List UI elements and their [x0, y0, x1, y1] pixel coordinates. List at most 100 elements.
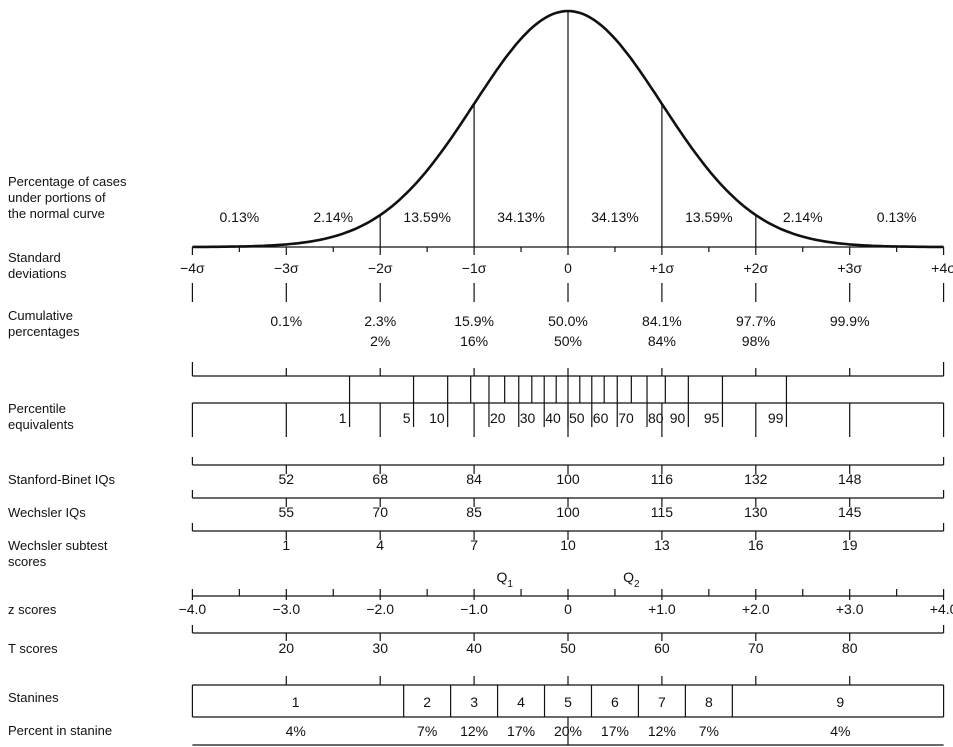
quartile-label: Q2 [623, 569, 640, 590]
percentile-label: 70 [618, 410, 634, 426]
stanine-percent: 4% [830, 723, 850, 739]
stanine-percent: 4% [286, 723, 306, 739]
area-percentage-label: 2.14% [783, 209, 823, 225]
cumulative-percentage-label: 15.9% [454, 313, 494, 329]
wechsler-subtest-label: 19 [842, 537, 858, 553]
z-score-label: −2.0 [366, 601, 394, 617]
stanine-number: 8 [705, 694, 713, 710]
sd-label: +1σ [650, 260, 675, 276]
cumulative-percentage-label: 16% [460, 333, 488, 349]
sd-label: −1σ [462, 260, 487, 276]
area-percentage-label: 2.14% [313, 209, 353, 225]
percentile-label: 5 [403, 410, 411, 426]
t-score-label: 20 [279, 640, 295, 656]
cumulative-percentage-label: 84.1% [642, 313, 682, 329]
row-label-percent-in-stanine: Percent in stanine [8, 723, 112, 738]
row-label-cumulative-percentages: percentages [8, 324, 80, 339]
sd-label: −3σ [274, 260, 299, 276]
area-percentage-label: 13.59% [403, 209, 450, 225]
row-label-standard-deviations: Standard [8, 250, 61, 265]
sd-label: +3σ [837, 260, 862, 276]
area-percentage-label: 34.13% [591, 209, 638, 225]
sd-label: −4σ [180, 260, 205, 276]
stanine-percent: 17% [507, 723, 535, 739]
z-score-label: −1.0 [460, 601, 488, 617]
wechsler-subtest-label: 7 [470, 537, 478, 553]
percentile-label: 40 [545, 410, 561, 426]
wechsler-iqs-label: 145 [838, 504, 862, 520]
percentile-label: 95 [704, 410, 720, 426]
quartile-subscript: 1 [507, 579, 513, 590]
row-label-cumulative-percentages: Cumulative [8, 308, 73, 323]
sd-label: +2σ [743, 260, 768, 276]
stanine-percent: 17% [601, 723, 629, 739]
stanine-number: 2 [423, 694, 431, 710]
row-label-percentile-equivalents: equivalents [8, 417, 74, 432]
cumulative-percentage-label: 50% [554, 333, 582, 349]
percentile-label: 60 [593, 410, 609, 426]
z-score-label: +2.0 [742, 601, 770, 617]
row-label-wechsler-subtest: Wechsler subtest [8, 538, 108, 553]
cumulative-percentage-label: 2.3% [364, 313, 396, 329]
quartile-letter: Q [496, 569, 507, 585]
stanford-binet-label: 52 [279, 471, 295, 487]
t-score-label: 80 [842, 640, 858, 656]
stanine-percent: 7% [699, 723, 719, 739]
row-label-wechsler-subtest: scores [8, 554, 47, 569]
stanine-percent: 12% [460, 723, 488, 739]
stanine-number: 3 [470, 694, 478, 710]
cumulative-percentage-label: 50.0% [548, 313, 588, 329]
row-label-percentage-cases: Percentage of cases [8, 174, 127, 189]
sd-label: 0 [564, 260, 572, 276]
area-percentage-label: 13.59% [685, 209, 732, 225]
wechsler-iqs-label: 130 [744, 504, 768, 520]
percentile-label: 30 [520, 410, 536, 426]
percentile-label: 80 [648, 410, 664, 426]
cumulative-percentage-label: 84% [648, 333, 676, 349]
wechsler-subtest-label: 1 [282, 537, 290, 553]
cumulative-percentage-label: 2% [370, 333, 390, 349]
z-score-label: +4.0 [930, 601, 953, 617]
sd-label: +4σ [931, 260, 953, 276]
stanford-binet-label: 84 [466, 471, 482, 487]
cumulative-percentage-label: 0.1% [270, 313, 302, 329]
percentile-label: 20 [490, 410, 506, 426]
stanine-number: 6 [611, 694, 619, 710]
stanine-number: 4 [517, 694, 525, 710]
stanine-percent: 12% [648, 723, 676, 739]
row-label-standard-deviations: deviations [8, 266, 67, 281]
cumulative-percentage-label: 97.7% [736, 313, 776, 329]
percentile-label: 99 [768, 410, 784, 426]
stanine-number: 5 [564, 694, 572, 710]
wechsler-iqs-label: 85 [466, 504, 482, 520]
area-percentage-label: 0.13% [877, 209, 917, 225]
wechsler-iqs-label: 70 [372, 504, 388, 520]
row-label-z-scores: z scores [8, 602, 57, 617]
row-label-wechsler-iqs: Wechsler IQs [8, 505, 86, 520]
quartile-label: Q1 [496, 569, 513, 590]
stanine-number: 1 [292, 694, 300, 710]
row-label-stanines: Stanines [8, 690, 59, 705]
quartile-letter: Q [623, 569, 634, 585]
wechsler-subtest-label: 13 [654, 537, 670, 553]
z-score-label: 0 [564, 601, 572, 617]
area-percentage-label: 34.13% [497, 209, 544, 225]
percentile-label: 10 [429, 410, 445, 426]
t-score-label: 60 [654, 640, 670, 656]
wechsler-subtest-label: 4 [376, 537, 384, 553]
wechsler-iqs-label: 55 [279, 504, 295, 520]
row-label-percentage-cases: under portions of [8, 190, 106, 205]
area-percentage-label: 0.13% [219, 209, 259, 225]
quartile-subscript: 2 [634, 579, 640, 590]
z-score-label: −4.0 [179, 601, 207, 617]
stanine-percent: 20% [554, 723, 582, 739]
stanine-number: 7 [658, 694, 666, 710]
percentile-label: 1 [339, 410, 347, 426]
t-score-label: 40 [466, 640, 482, 656]
stanine-number: 9 [836, 694, 844, 710]
percentile-label: 50 [569, 410, 585, 426]
stanford-binet-label: 148 [838, 471, 862, 487]
stanine-percent: 7% [417, 723, 437, 739]
t-score-label: 30 [372, 640, 388, 656]
